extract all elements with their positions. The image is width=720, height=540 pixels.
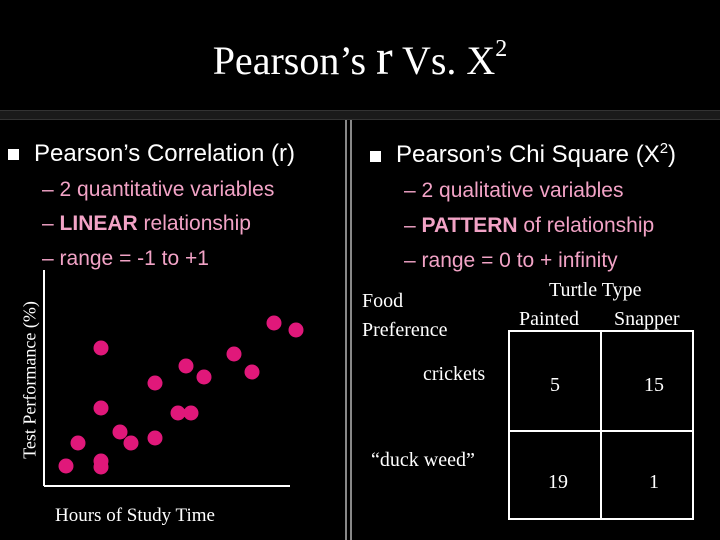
right-item-2: – PATTERN of relationship bbox=[404, 214, 654, 238]
scatter-point bbox=[288, 322, 304, 338]
preference-label: Preference bbox=[362, 319, 448, 341]
food-label: Food bbox=[362, 290, 404, 312]
right-item-1: – 2 qualitative variables bbox=[404, 179, 623, 203]
cell-duckweed-painted: 19 bbox=[548, 471, 568, 493]
scatter-point bbox=[123, 435, 139, 451]
right-heading-end: ) bbox=[668, 141, 677, 168]
item-text: of relationship bbox=[517, 214, 655, 237]
row-duck-weed: “duck weed” bbox=[371, 449, 475, 471]
title-r: r bbox=[376, 29, 393, 85]
left-item-3: – range = -1 to +1 bbox=[42, 247, 209, 271]
dash: – bbox=[42, 212, 54, 235]
title-vs: Vs. X bbox=[392, 38, 496, 83]
cell-crickets-painted: 5 bbox=[550, 374, 560, 396]
left-bullet-icon bbox=[8, 149, 19, 160]
column-divider-right bbox=[350, 120, 352, 540]
scatter-point bbox=[178, 358, 194, 374]
scatter-point bbox=[183, 405, 199, 421]
scatter-point bbox=[266, 315, 282, 331]
cell-crickets-snapper: 15 bbox=[644, 374, 664, 396]
left-item-2: – LINEAR relationship bbox=[42, 212, 251, 236]
dash: – bbox=[404, 249, 416, 272]
scatter-point bbox=[147, 375, 163, 391]
item-text: 2 quantitative variables bbox=[59, 178, 275, 201]
left-heading: Pearson’s Correlation (r) bbox=[34, 140, 295, 167]
scatter-point bbox=[93, 340, 109, 356]
item-text: 2 qualitative variables bbox=[421, 179, 624, 202]
scatter-point bbox=[226, 346, 242, 362]
item-text: range = -1 to +1 bbox=[59, 247, 209, 270]
right-heading: Pearson’s Chi Square (X2) bbox=[396, 140, 676, 169]
scatter-point bbox=[170, 405, 186, 421]
scatter-point bbox=[196, 369, 212, 385]
x-axis-label: Hours of Study Time bbox=[55, 505, 215, 526]
cell-duckweed-snapper: 1 bbox=[649, 471, 659, 493]
row-crickets: crickets bbox=[423, 363, 486, 385]
slide-title: Pearson’s r Vs. X2 bbox=[0, 28, 720, 86]
right-heading-sup: 2 bbox=[659, 140, 669, 157]
scatter-point bbox=[70, 435, 86, 451]
item-bold: LINEAR bbox=[59, 212, 138, 235]
scatter-point bbox=[93, 459, 109, 475]
dash: – bbox=[404, 179, 416, 202]
column-divider-left bbox=[345, 120, 347, 540]
item-text: range = 0 to + infinity bbox=[421, 249, 618, 272]
scatter-point bbox=[244, 364, 260, 380]
scatter-point bbox=[93, 400, 109, 416]
title-divider bbox=[0, 110, 720, 120]
item-text: relationship bbox=[137, 212, 251, 235]
title-text: Pearson’s bbox=[212, 38, 377, 83]
right-heading-text: Pearson’s Chi Square (X bbox=[396, 141, 660, 168]
left-item-1: – 2 quantitative variables bbox=[42, 178, 274, 202]
table-left-border bbox=[508, 330, 510, 520]
right-bullet-icon bbox=[370, 151, 381, 162]
scatter-point bbox=[58, 458, 74, 474]
item-bold: PATTERN bbox=[421, 214, 518, 237]
dash: – bbox=[42, 247, 54, 270]
dash: – bbox=[42, 178, 54, 201]
right-item-3: – range = 0 to + infinity bbox=[404, 249, 618, 273]
table-right-border bbox=[692, 330, 694, 520]
scatter-point bbox=[147, 430, 163, 446]
scatter-point bbox=[112, 424, 128, 440]
col-snapper: Snapper bbox=[614, 308, 680, 330]
table-center-border bbox=[600, 330, 602, 520]
title-superscript: 2 bbox=[495, 35, 508, 62]
dash: – bbox=[404, 214, 416, 237]
turtle-type-label: Turtle Type bbox=[549, 279, 642, 301]
col-painted: Painted bbox=[519, 308, 579, 330]
